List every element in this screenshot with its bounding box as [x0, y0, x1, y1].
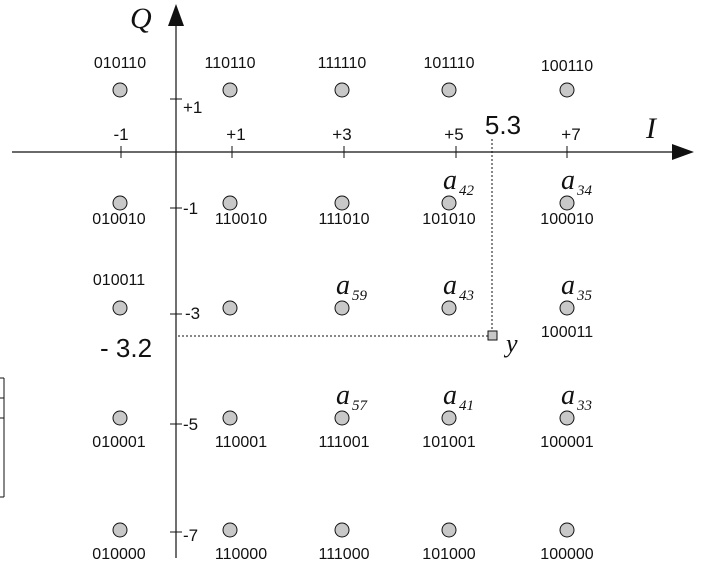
bit-label: 101110 — [423, 55, 474, 72]
constellation-point — [441, 300, 457, 316]
bit-label: 100001 — [540, 434, 593, 451]
alias-label: a 43 — [443, 270, 474, 304]
alias-label: a 35 — [561, 270, 593, 304]
constellation-point — [559, 300, 575, 316]
constellation-point — [559, 522, 575, 538]
constellation-point — [334, 410, 350, 426]
q-tick-label: +1 — [183, 98, 202, 117]
bit-label: 101001 — [422, 434, 475, 451]
constellation-point — [334, 195, 350, 211]
received-q-value: - 3.2 — [100, 333, 152, 363]
constellation-point — [222, 300, 238, 316]
constellation-point — [441, 82, 457, 98]
constellation-point — [441, 195, 457, 211]
alias-label: a 57 — [336, 380, 369, 414]
constellation-point — [112, 300, 128, 316]
bit-label: 010110 — [94, 55, 146, 72]
bit-label: 010001 — [92, 434, 145, 451]
received-point-label: y — [503, 329, 518, 358]
bit-label: 101000 — [422, 546, 475, 563]
constellation-point — [441, 522, 457, 538]
constellation-point — [222, 410, 238, 426]
partial-box — [0, 377, 5, 498]
q-tick-label: -1 — [183, 199, 198, 218]
alias-label: a 33 — [561, 380, 592, 414]
constellation-point — [559, 410, 575, 426]
bit-label: 010011 — [93, 272, 145, 289]
i-tick-label: -1 — [113, 125, 128, 144]
i-tick-label: +7 — [561, 125, 580, 144]
constellation-point — [222, 522, 238, 538]
constellation-point — [559, 195, 575, 211]
q-axis — [168, 4, 184, 558]
bit-label: 111001 — [318, 434, 369, 451]
constellation-point — [441, 410, 457, 426]
constellation-point — [112, 522, 128, 538]
bit-label: 111010 — [318, 211, 369, 228]
bit-label: 111110 — [318, 55, 367, 72]
bit-label: 110010 — [215, 211, 267, 228]
constellation-point — [112, 82, 128, 98]
constellation-point — [334, 82, 350, 98]
i-axis-label: I — [645, 112, 658, 145]
i-tick-label: +1 — [226, 125, 245, 144]
q-tick-label: -5 — [183, 415, 198, 434]
i-tick-label: +5 — [444, 125, 463, 144]
received-i-value: 5.3 — [485, 110, 521, 140]
bit-label: 110110 — [204, 55, 255, 72]
i-tick-label: +3 — [332, 125, 351, 144]
constellation-point — [112, 195, 128, 211]
received-point-marker — [487, 330, 498, 341]
q-tick-label: -7 — [183, 526, 198, 545]
bit-label: 100011 — [541, 324, 593, 341]
constellation-point — [222, 195, 238, 211]
bit-label: 110000 — [215, 546, 267, 563]
bit-label: 110001 — [215, 434, 267, 451]
constellation-point — [559, 82, 575, 98]
alias-label: a 42 — [443, 165, 475, 199]
bit-label: 010000 — [92, 546, 145, 563]
q-tick-label: -3 — [185, 304, 200, 323]
alias-label: a 34 — [561, 165, 593, 199]
constellation-point — [112, 410, 128, 426]
constellation-point — [334, 300, 350, 316]
constellation-point — [334, 522, 350, 538]
bit-label: 111000 — [318, 546, 369, 563]
i-axis — [12, 144, 694, 160]
q-ticks: +1 -1 -3 -5 -7 — [170, 98, 202, 545]
i-ticks: -1 +1 +3 +5 +7 — [113, 125, 581, 158]
q-axis-label: Q — [130, 2, 152, 35]
bit-label: 101010 — [422, 211, 475, 228]
bit-label: 100000 — [540, 546, 593, 563]
alias-label: a 59 — [336, 270, 368, 304]
constellation-point — [222, 82, 238, 98]
received-point-group: y 5.3 - 3.2 — [100, 110, 521, 363]
bit-label: 100110 — [541, 58, 593, 75]
bit-label: 010010 — [92, 211, 145, 228]
alias-label: a 41 — [443, 380, 474, 414]
bit-label: 100010 — [540, 211, 593, 228]
